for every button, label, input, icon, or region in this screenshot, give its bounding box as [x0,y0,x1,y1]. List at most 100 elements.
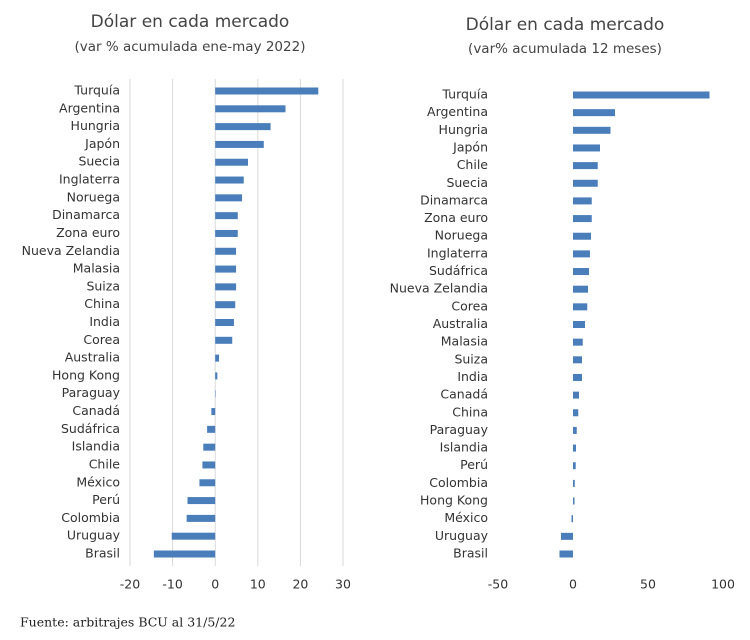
category-label: Japón [452,139,488,154]
x-tick-label: 100 [711,577,735,592]
bar [215,301,236,309]
category-label: Turquía [73,83,120,98]
category-label: Hong Kong [420,493,488,508]
category-label: Paraguay [430,422,489,437]
x-tick-label: 0 [569,577,577,592]
chart-subtitle: (var % acumulada ene-may 2022) [75,39,306,55]
category-label: Hungria [71,118,120,133]
bar [573,462,576,470]
category-label: Inglaterra [427,245,488,260]
bar [215,229,238,237]
category-label: Suecia [446,175,488,190]
category-label: México [444,510,488,525]
bar [215,265,237,273]
bar [187,497,216,505]
bar [573,391,579,399]
category-label: Australia [433,316,488,331]
category-label: Colombia [61,510,120,525]
bar [571,515,573,523]
bar [215,319,234,326]
bar [573,338,583,346]
chart-title: Dólar en cada mercado [91,12,290,32]
category-label: India [457,369,488,384]
x-tick-label: 50 [640,577,656,592]
category-label: Perú [92,492,120,507]
category-label: India [89,314,120,329]
bar [573,444,576,452]
category-label: Nueva Zelandia [22,243,120,258]
bar [573,303,588,311]
category-label: Suiza [86,278,120,293]
bar [215,354,220,362]
category-label: Dinamarca [420,192,488,207]
category-label: Perú [460,457,488,472]
bar [186,514,216,522]
category-label: Japón [84,136,120,151]
category-label: Dinamarca [52,207,120,222]
bar [573,162,598,170]
bar [215,212,238,220]
category-label: Sudáfrica [61,421,120,436]
x-tick-label: 0 [211,577,219,592]
bar [573,373,582,381]
category-label: Nueva Zelandia [390,281,488,296]
category-label: Chile [457,157,489,172]
x-tick-label: -50 [488,577,508,592]
bar [215,176,244,184]
category-label: Zona euro [56,225,120,240]
bar [215,105,286,113]
bar [561,532,573,540]
category-label: Corea [83,332,120,347]
bar [559,550,573,558]
bar [573,179,598,187]
bar [573,268,590,276]
bar [199,479,216,487]
bar [215,247,237,255]
category-label: Noruega [435,228,488,243]
category-label: Turquía [441,87,488,102]
category-label: Brasil [453,546,488,561]
bar [573,250,590,258]
category-label: Brasil [85,546,120,561]
bar [215,158,249,166]
category-label: Hong Kong [52,367,120,382]
category-label: Noruega [67,189,120,204]
bar [573,285,588,293]
bar [573,126,611,134]
category-label: Canadá [440,387,488,402]
category-label: Paraguay [62,385,121,400]
bar [215,372,218,380]
x-tick-label: 20 [292,577,308,592]
category-label: Suecia [78,154,120,169]
bar [203,443,216,451]
bar [215,283,237,291]
bar [573,215,592,223]
bar [215,123,271,131]
footer: Fuente: arbitrajes BCU al 31/5/22 [20,615,235,630]
bar [202,461,216,469]
category-label: Inglaterra [59,172,120,187]
bar [207,425,216,433]
bar [211,408,216,416]
category-label: Sudáfrica [429,263,488,278]
category-label: China [84,296,120,311]
x-tick-label: 10 [250,577,266,592]
bar [171,532,216,540]
bar [573,426,577,434]
bar [573,91,710,99]
bar [215,140,264,148]
category-label: Colombia [429,475,488,490]
bar [153,550,216,558]
chart-title: Dólar en cada mercado [466,15,665,35]
category-label: México [76,474,120,489]
bar [215,194,243,202]
category-label: Islandia [440,440,488,455]
x-tick-label: 30 [335,577,351,592]
category-label: Australia [65,350,120,365]
chart-subtitle: (var% acumulada 12 meses) [468,41,662,57]
category-label: Canadá [72,403,120,418]
bar [573,109,615,117]
bar [215,336,233,344]
bar [573,197,592,205]
